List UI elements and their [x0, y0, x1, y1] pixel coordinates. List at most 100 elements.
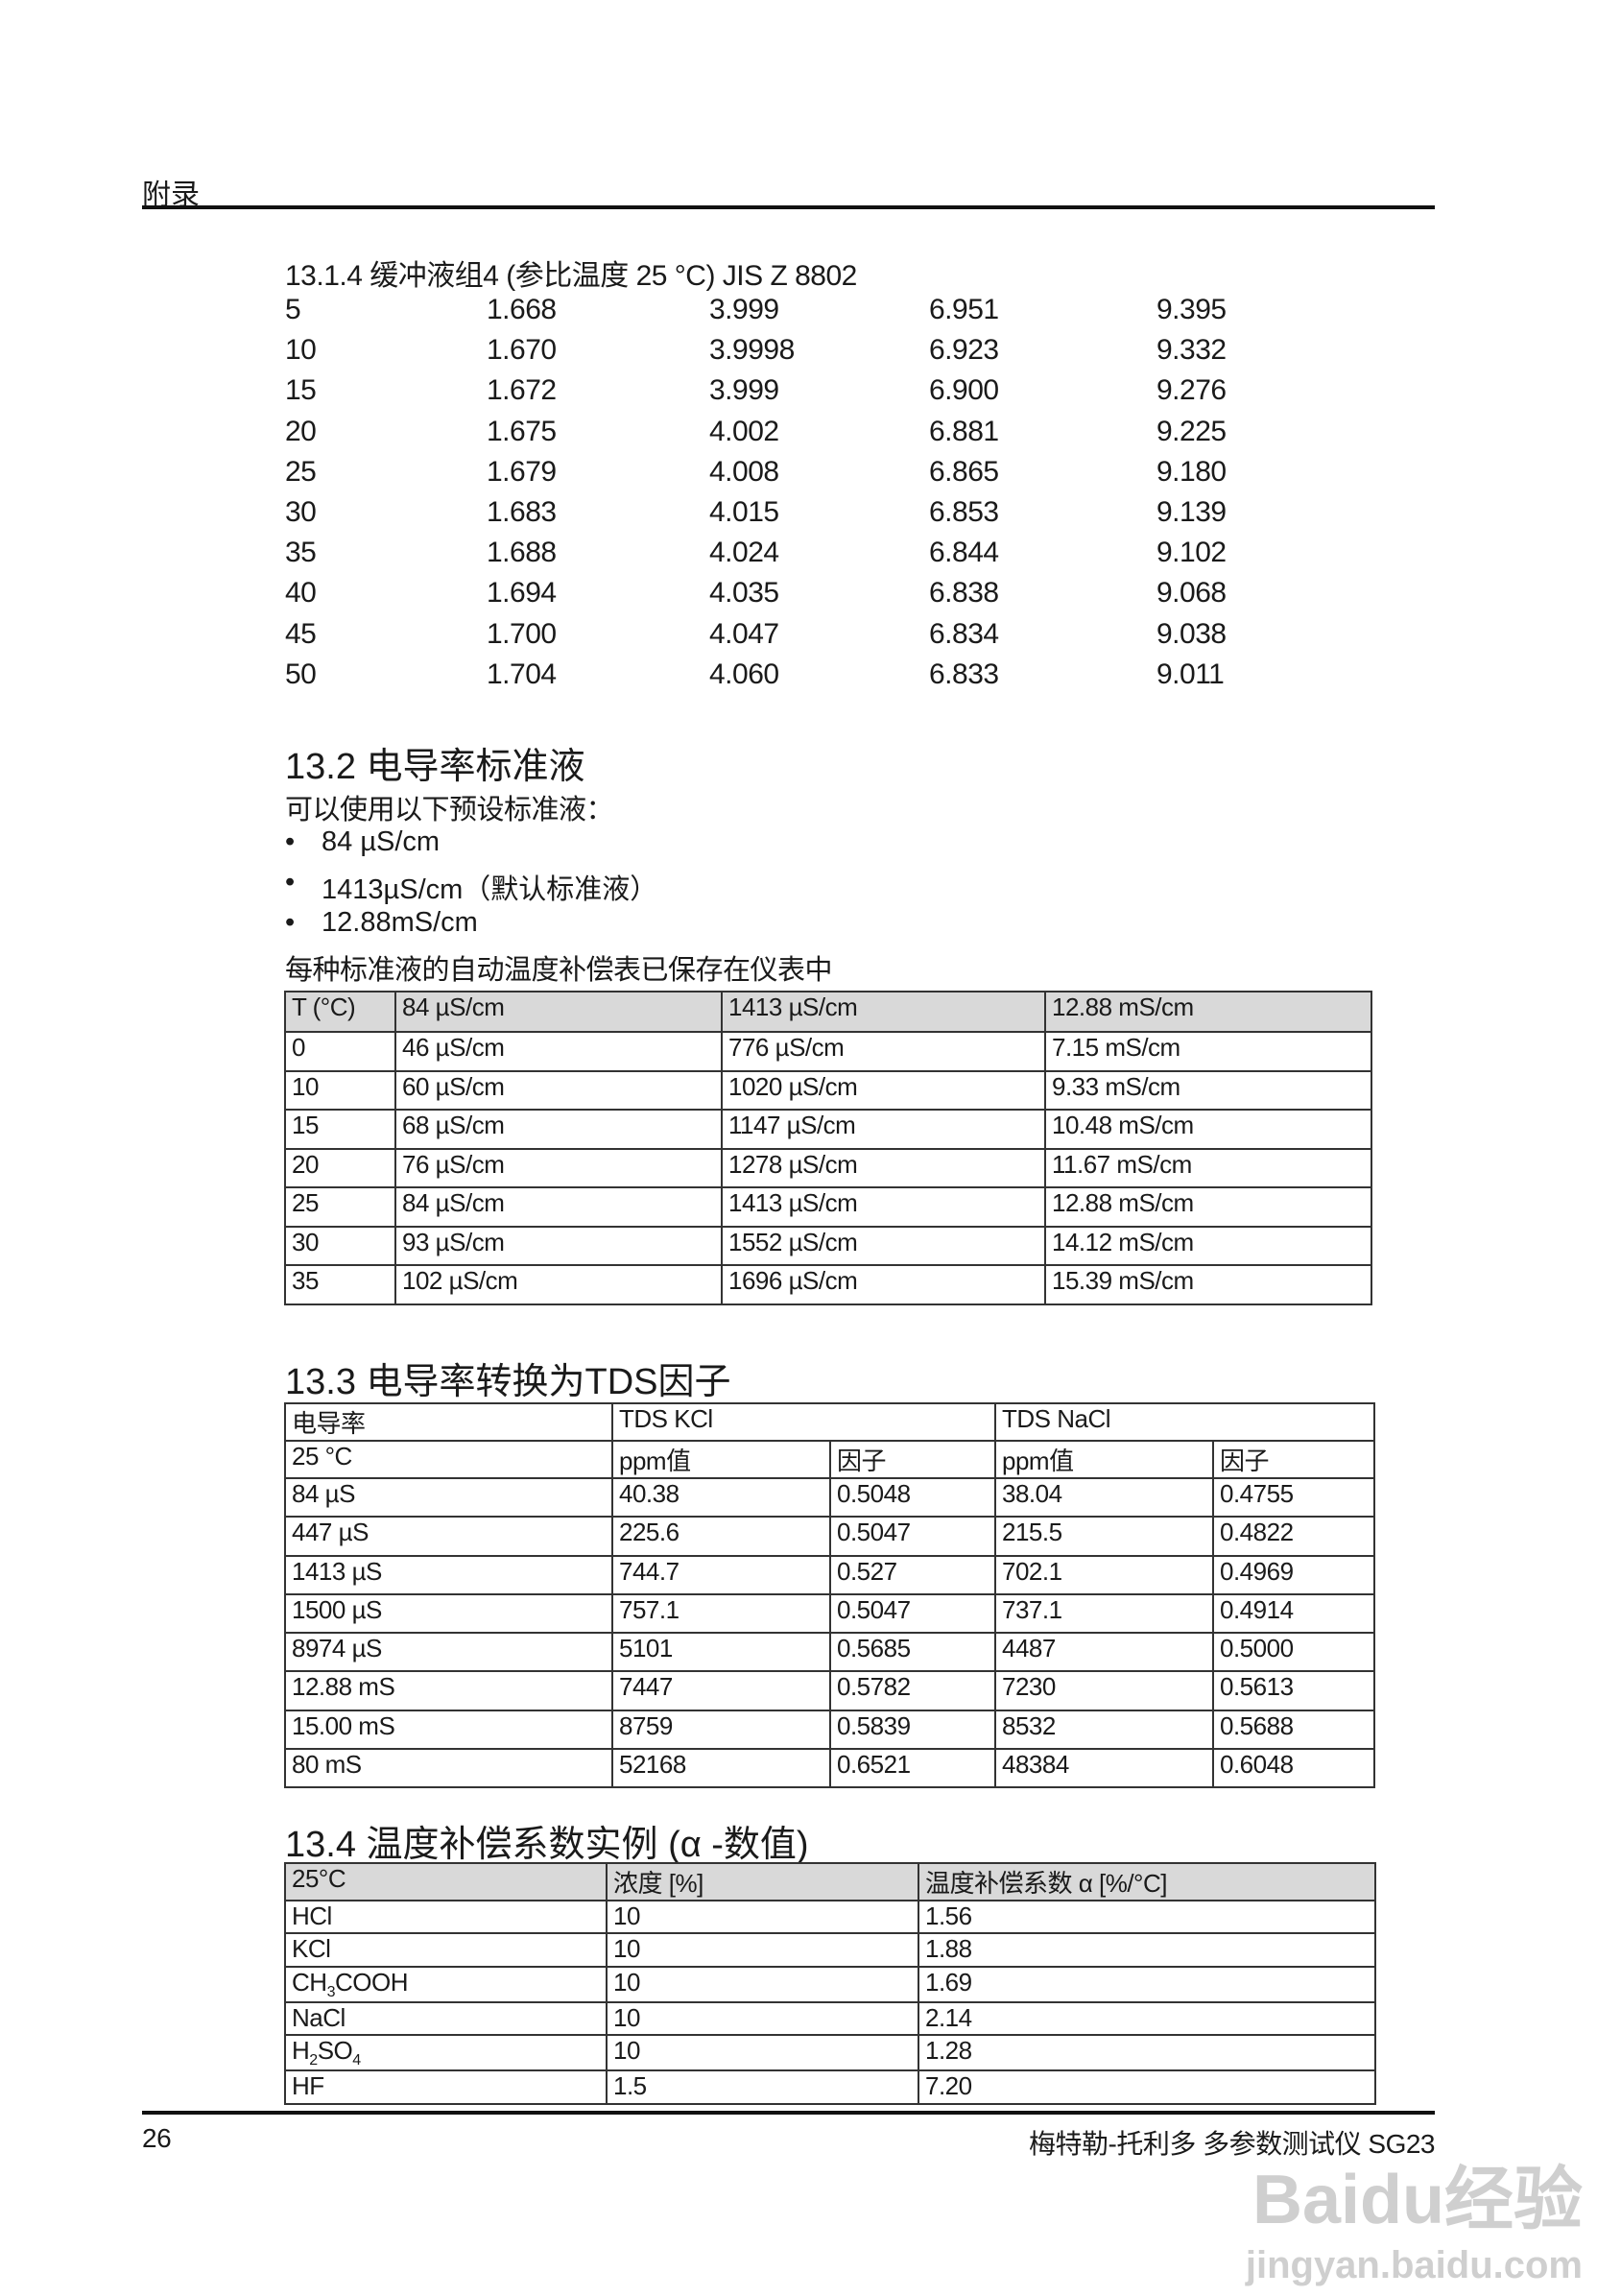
table-cell: 11.67 mS/cm — [1044, 1147, 1372, 1188]
buffer-cell: 4.035 — [709, 577, 779, 610]
table-cell: 1696 µS/cm — [721, 1264, 1046, 1305]
table-row: NaCl 10 2.14 — [284, 2000, 1376, 2037]
table-cell: 温度补偿系数 α [%/°C] — [918, 1862, 1376, 1901]
buffer-cell: 6.951 — [929, 294, 999, 325]
table-cell: 2.14 — [918, 2000, 1376, 2037]
table-cell: 10.48 mS/cm — [1044, 1109, 1372, 1150]
buffer-cell: 30 — [285, 496, 317, 528]
table-cell: HCl — [284, 1899, 608, 1935]
table-cell: 20 — [284, 1147, 396, 1188]
table-cell: 0 — [284, 1031, 396, 1072]
table-cell: 12.88 mS — [284, 1670, 613, 1711]
table-cell: 1.28 — [918, 2034, 1376, 2072]
buffer-cell: 45 — [285, 617, 317, 650]
table-cell: T (°C) — [284, 991, 396, 1033]
table-cell: 1020 µS/cm — [721, 1069, 1046, 1111]
buffer-cell: 9.395 — [1156, 294, 1227, 325]
table-cell: 10 — [606, 2000, 919, 2037]
buffer-cell: 4.024 — [709, 537, 779, 569]
buffer-cell: 1.688 — [487, 537, 557, 569]
buffer-cell: 6.833 — [929, 658, 999, 690]
table-row: 447 µS 225.6 0.5047 215.5 0.4822 — [284, 1516, 1375, 1557]
buffer-cell: 15 — [285, 374, 317, 407]
table-cell: 0.5613 — [1212, 1670, 1375, 1711]
intro-text: 可以使用以下预设标准液： — [285, 795, 614, 825]
buffer-cell: 1.700 — [487, 617, 557, 650]
table-cell: 757.1 — [611, 1592, 831, 1635]
table-cell: HF — [284, 2069, 608, 2105]
table-cell: 4487 — [994, 1632, 1214, 1673]
table-cell: CH3COOH — [284, 1965, 608, 2003]
table-cell: 5101 — [611, 1632, 831, 1673]
table-row: H2SO4 10 1.28 — [284, 2034, 1376, 2072]
table-cell: 10 — [606, 1932, 919, 1968]
table-cell: 40.38 — [611, 1476, 831, 1519]
table-cell: 0.5685 — [829, 1632, 996, 1673]
note-text: 每种标准液的自动温度补偿表已保存在仪表中 — [285, 955, 833, 986]
table-cell: 1413 µS/cm — [721, 991, 1046, 1033]
table-cell: 1.69 — [918, 1965, 1376, 2003]
table-row: HCl 10 1.56 — [284, 1899, 1376, 1935]
buffer-cell: 9.225 — [1156, 415, 1227, 447]
table-cell: 15 — [284, 1109, 396, 1150]
table-cell: 1413 µS/cm — [721, 1186, 1046, 1228]
buffer-cell: 9.011 — [1156, 658, 1225, 690]
buffer-cell: 9.038 — [1156, 617, 1227, 650]
table-row: 10 60 µS/cm 1020 µS/cm 9.33 mS/cm — [284, 1069, 1372, 1111]
table-cell: 0.527 — [829, 1554, 996, 1595]
table-cell: 46 µS/cm — [394, 1031, 723, 1072]
bullet-dot: • — [285, 867, 296, 897]
table-cell: 0.5839 — [829, 1709, 996, 1751]
footer-product: 梅特勒-托利多 多参数测试仪 SG23 — [1029, 2129, 1435, 2159]
table-cell: 76 µS/cm — [394, 1147, 723, 1188]
table-cell: TDS NaCl — [994, 1402, 1375, 1442]
table-cell: 10 — [606, 1899, 919, 1935]
table-cell: 8532 — [994, 1709, 1214, 1751]
bullet-text: 84 µS/cm — [322, 826, 441, 857]
buffer-cell: 4.047 — [709, 617, 779, 650]
table-cell: ppm值 — [611, 1440, 831, 1479]
buffer-cell: 50 — [285, 658, 317, 690]
buffer-cell: 4.002 — [709, 415, 779, 447]
table-cell: 10 — [606, 2034, 919, 2072]
page-number: 26 — [142, 2123, 172, 2153]
table-cell: 102 µS/cm — [394, 1264, 723, 1305]
table-cell: 25°C — [284, 1862, 608, 1901]
table-row: CH3COOH 10 1.69 — [284, 1965, 1376, 2003]
table-cell: 25 — [284, 1186, 396, 1228]
bullet-dot: • — [285, 826, 296, 857]
buffer-cell: 1.675 — [487, 415, 557, 447]
table-cell: 10 — [606, 1965, 919, 2003]
table-row: 0 46 µS/cm 776 µS/cm 7.15 mS/cm — [284, 1031, 1372, 1072]
buffer-cell: 9.332 — [1156, 334, 1227, 367]
table-cell: 35 — [284, 1264, 396, 1305]
table-cell: 0.4755 — [1212, 1476, 1375, 1519]
table-cell: 48384 — [994, 1748, 1214, 1789]
table-row: 30 93 µS/cm 1552 µS/cm 14.12 mS/cm — [284, 1225, 1372, 1266]
table-cell: KCl — [284, 1932, 608, 1968]
table-cell: 0.6521 — [829, 1748, 996, 1789]
table-row: 35 102 µS/cm 1696 µS/cm 15.39 mS/cm — [284, 1264, 1372, 1305]
table-row: 12.88 mS 7447 0.5782 7230 0.5613 — [284, 1670, 1375, 1711]
table-row: 15 68 µS/cm 1147 µS/cm 10.48 mS/cm — [284, 1109, 1372, 1150]
watermark-url: jingyan.baidu.com — [1245, 2244, 1583, 2286]
buffer-cell: 6.881 — [929, 415, 999, 447]
table-cell: 15.00 mS — [284, 1709, 613, 1751]
buffer-cell: 6.853 — [929, 496, 999, 528]
table-row: 25 84 µS/cm 1413 µS/cm 12.88 mS/cm — [284, 1186, 1372, 1228]
table-cell: NaCl — [284, 2000, 608, 2037]
buffer-cell: 9.276 — [1156, 374, 1227, 407]
buffer-cell: 1.683 — [487, 496, 557, 528]
buffer-cell: 1.694 — [487, 577, 557, 610]
table-cell: 84 µS/cm — [394, 991, 723, 1033]
buffer-cell: 6.900 — [929, 374, 999, 407]
table-cell: 因子 — [1212, 1440, 1375, 1479]
table-cell: H2SO4 — [284, 2034, 608, 2072]
table-cell: 15.39 mS/cm — [1044, 1264, 1372, 1305]
buffer-cell: 9.180 — [1156, 455, 1227, 488]
table-cell: 0.5000 — [1212, 1632, 1375, 1673]
buffer-cell: 1.679 — [487, 455, 557, 488]
table-cell: 10 — [284, 1069, 396, 1111]
buffer-cell: 20 — [285, 415, 317, 447]
table-row: 电导率 TDS KCl TDS NaCl — [284, 1402, 1375, 1442]
